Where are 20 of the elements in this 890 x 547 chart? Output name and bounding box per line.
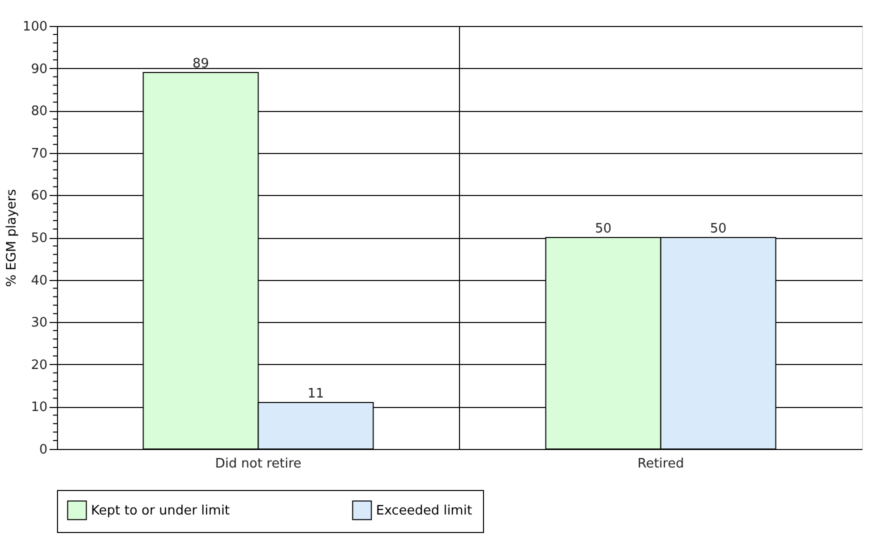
y-tick-label: 80 bbox=[30, 104, 48, 120]
data-label: 89 bbox=[192, 56, 210, 72]
y-axis-title: % EGM players bbox=[4, 188, 20, 287]
y-tick-label: 40 bbox=[30, 273, 48, 288]
y-tick-label: 10 bbox=[30, 400, 48, 416]
y-tick-label: 0 bbox=[39, 442, 48, 458]
y-tick-label: 20 bbox=[30, 358, 48, 373]
legend-label: Exceeded limit bbox=[376, 503, 472, 518]
y-tick-label: 50 bbox=[30, 231, 48, 246]
data-label: 50 bbox=[710, 222, 727, 236]
y-tick-label: 70 bbox=[30, 146, 48, 162]
data-label: 50 bbox=[594, 222, 612, 236]
data-label: 11 bbox=[307, 386, 324, 402]
y-tick-label: 60 bbox=[30, 188, 48, 204]
x-tick-label: Retired bbox=[638, 456, 684, 472]
x-tick-label: Did not retire bbox=[215, 456, 302, 472]
legend-label: Kept to or under limit bbox=[91, 503, 230, 518]
y-tick-label: 30 bbox=[30, 316, 48, 331]
y-tick-label: 100 bbox=[22, 20, 48, 34]
y-tick-label: 90 bbox=[30, 62, 48, 77]
